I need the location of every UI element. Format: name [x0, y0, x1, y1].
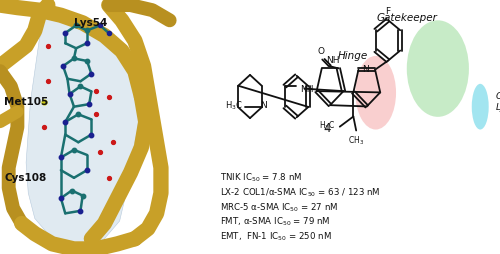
Ellipse shape — [356, 56, 396, 130]
Text: Cys108: Cys108 — [4, 173, 46, 183]
Polygon shape — [26, 10, 142, 246]
Text: CH$_3$: CH$_3$ — [348, 135, 364, 147]
Text: 4: 4 — [324, 121, 331, 135]
Text: F: F — [386, 7, 390, 16]
Text: Gatekeeper: Gatekeeper — [376, 13, 437, 23]
Text: LX-2 COL1/α-SMA IC$_{50}$ = 63 / 123 nM: LX-2 COL1/α-SMA IC$_{50}$ = 63 / 123 nM — [220, 186, 380, 199]
Text: H$_3$C: H$_3$C — [318, 120, 335, 132]
Text: Catalytic
Lys: Catalytic Lys — [496, 91, 500, 112]
Text: NH: NH — [300, 85, 314, 94]
Text: O: O — [318, 47, 324, 56]
Text: EMT,  FN-1 IC$_{50}$ = 250 nM: EMT, FN-1 IC$_{50}$ = 250 nM — [220, 230, 332, 243]
Text: TNIK IC$_{50}$ = 7.8 nM: TNIK IC$_{50}$ = 7.8 nM — [220, 171, 302, 184]
Ellipse shape — [472, 84, 488, 130]
Text: NH: NH — [326, 56, 340, 65]
Text: Met105: Met105 — [4, 97, 49, 107]
Text: FMT, α-SMA IC$_{50}$ = 79 nM: FMT, α-SMA IC$_{50}$ = 79 nM — [220, 216, 331, 228]
Ellipse shape — [407, 20, 469, 117]
Text: Lys54: Lys54 — [74, 18, 108, 28]
Text: MRC-5 α-SMA IC$_{50}$ = 27 nM: MRC-5 α-SMA IC$_{50}$ = 27 nM — [220, 201, 338, 214]
Text: H$_3$C: H$_3$C — [225, 100, 243, 112]
Text: N: N — [362, 65, 368, 74]
Text: N: N — [260, 101, 267, 110]
Text: Hinge: Hinge — [338, 51, 368, 61]
